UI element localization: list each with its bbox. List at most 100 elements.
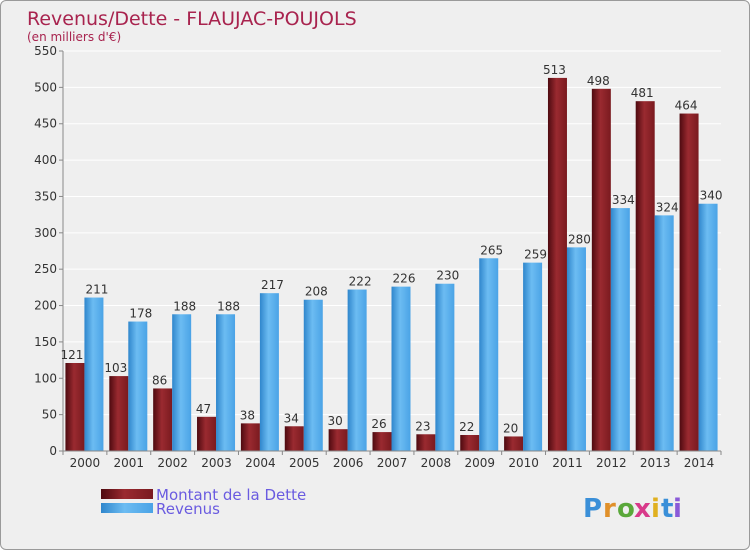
y-tick-label: 350 <box>34 189 57 203</box>
bar-dette-2014 <box>679 113 699 451</box>
logo-letter: x <box>634 494 651 524</box>
data-label: 47 <box>196 402 211 416</box>
x-tick-label: 2013 <box>640 456 671 470</box>
x-tick-label: 2003 <box>201 456 232 470</box>
logo-letter: P <box>583 494 602 524</box>
bar-revenus-2009 <box>479 258 499 451</box>
x-tick-label: 2008 <box>421 456 452 470</box>
x-tick-label: 2007 <box>377 456 408 470</box>
data-label: 498 <box>587 74 610 88</box>
logo-letter: o <box>617 494 635 524</box>
data-label: 464 <box>675 99 698 113</box>
bar-dette-2011 <box>547 77 567 451</box>
x-tick-label: 2012 <box>596 456 627 470</box>
data-label: 340 <box>700 189 723 203</box>
legend-swatch <box>101 489 153 499</box>
chart-title: Revenus/Dette - FLAUJAC-POUJOLS <box>27 8 357 30</box>
x-tick-label: 2009 <box>464 456 495 470</box>
data-label: 230 <box>436 269 459 283</box>
bar-dette-2005 <box>284 426 304 451</box>
bar-revenus-2000 <box>84 297 104 451</box>
data-label: 334 <box>612 193 635 207</box>
bar-revenus-2014 <box>698 203 718 451</box>
y-tick-label: 300 <box>34 226 57 240</box>
y-tick-label: 50 <box>42 408 57 422</box>
x-tick-label: 2002 <box>157 456 188 470</box>
logo-letter: r <box>603 494 616 524</box>
legend-label: Montant de la Dette <box>156 486 306 504</box>
data-label: 30 <box>327 414 342 428</box>
legend-swatch <box>101 503 153 513</box>
bar-dette-2003 <box>197 416 217 451</box>
data-label: 38 <box>240 408 255 422</box>
bar-dette-2007 <box>372 432 392 451</box>
bar-revenus-2001 <box>128 321 148 451</box>
data-label: 217 <box>261 278 284 292</box>
data-label: 23 <box>415 419 430 433</box>
bar-dette-2008 <box>416 434 436 451</box>
data-label: 26 <box>371 417 386 431</box>
y-tick-label: 500 <box>34 80 57 94</box>
y-tick-label: 550 <box>34 44 57 58</box>
bar-revenus-2011 <box>566 247 586 451</box>
logo-letter: i <box>673 494 682 524</box>
x-tick-label: 2005 <box>289 456 320 470</box>
bar-revenus-2008 <box>435 283 455 451</box>
bar-dette-2009 <box>460 435 480 451</box>
bar-dette-2000 <box>65 363 85 451</box>
y-tick-label: 150 <box>34 335 57 349</box>
y-tick-label: 400 <box>34 153 57 167</box>
data-label: 20 <box>503 421 518 435</box>
bar-revenus-2005 <box>303 299 323 451</box>
data-label: 280 <box>568 232 591 246</box>
bar-revenus-2007 <box>391 286 411 451</box>
data-label: 265 <box>480 243 503 257</box>
data-label: 188 <box>173 299 196 313</box>
y-tick-label: 0 <box>49 444 57 458</box>
x-tick-label: 2014 <box>684 456 715 470</box>
legend-label: Revenus <box>156 500 220 518</box>
x-tick-label: 2004 <box>245 456 276 470</box>
x-tick-label: 2006 <box>333 456 364 470</box>
data-label: 22 <box>459 420 474 434</box>
data-label: 121 <box>60 348 83 362</box>
bars: 1212111031788618847188382173420830222262… <box>60 63 723 452</box>
logo-letter: t <box>661 494 673 524</box>
x-tick-label: 2001 <box>114 456 145 470</box>
bar-dette-2012 <box>591 88 611 452</box>
data-label: 211 <box>85 283 108 297</box>
x-axis: 2000 2001 2002 2003 2004 2005 2006 2007 2008 2009… <box>62 450 722 470</box>
y-tick-label: 250 <box>34 262 57 276</box>
bar-revenus-2013 <box>654 215 674 451</box>
x-tick-label: 2000 <box>70 456 101 470</box>
data-label: 513 <box>543 63 566 77</box>
data-label: 86 <box>152 373 167 387</box>
bar-dette-2002 <box>153 388 173 451</box>
bar-revenus-2012 <box>610 208 630 451</box>
data-label: 259 <box>524 248 547 262</box>
logo-letter: i <box>651 494 660 524</box>
y-axis: 0 50 100 150 200 250 300 350 400 450 500 550 <box>34 44 64 458</box>
bar-revenus-2010 <box>523 262 543 451</box>
data-label: 188 <box>217 299 240 313</box>
data-label: 103 <box>104 361 127 375</box>
bar-revenus-2002 <box>172 314 192 451</box>
data-label: 178 <box>129 307 152 321</box>
data-label: 324 <box>656 200 679 214</box>
bar-dette-2010 <box>504 436 524 451</box>
x-tick-label: 2010 <box>508 456 539 470</box>
data-label: 226 <box>393 272 416 286</box>
chart-subtitle: (en milliers d'€) <box>27 30 121 44</box>
y-tick-label: 100 <box>34 371 57 385</box>
bar-dette-2001 <box>109 376 129 451</box>
data-label: 208 <box>305 285 328 299</box>
bar-revenus-2006 <box>347 289 367 451</box>
bar-revenus-2003 <box>216 314 236 451</box>
bar-dette-2006 <box>328 429 348 451</box>
data-label: 222 <box>349 275 372 289</box>
bar-dette-2004 <box>240 423 260 451</box>
